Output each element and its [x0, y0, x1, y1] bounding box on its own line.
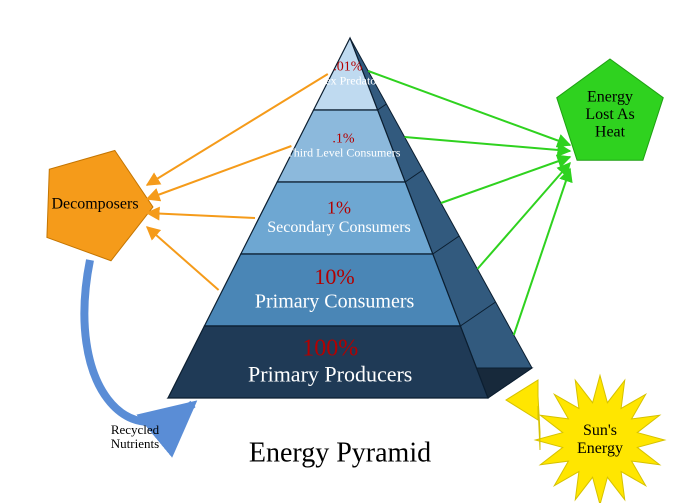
- diagram-title: Energy Pyramid: [249, 437, 431, 468]
- level-percent-0: .01%: [333, 60, 363, 75]
- level-label-0: Apex Predators: [311, 74, 386, 88]
- arrow-to-heat-3: [477, 163, 570, 269]
- arrow-sun-to-producers: [506, 380, 540, 450]
- level-label-2: Secondary Consumers: [267, 219, 411, 236]
- recycled-nutrients-label: RecycledNutrients: [111, 422, 160, 451]
- decomposers-label: Decomposers: [51, 196, 138, 213]
- arrow-to-heat-2: [441, 157, 570, 203]
- level-percent-1: .1%: [332, 132, 355, 147]
- level-label-1: Third Level Consumers: [286, 146, 400, 160]
- level-label-3: Primary Consumers: [255, 291, 415, 313]
- level-percent-3: 10%: [314, 264, 354, 289]
- level-percent-2: 1%: [327, 197, 351, 217]
- energy-pyramid-diagram: .01%Apex Predators .1%Third Level Consume…: [0, 0, 700, 503]
- level-percent-4: 100%: [302, 335, 358, 361]
- arrow-to-decomposers-2: [147, 213, 255, 218]
- level-label-4: Primary Producers: [248, 361, 412, 386]
- pyramid-level-2: [241, 182, 433, 254]
- sun-label: Sun'sEnergy: [577, 422, 623, 457]
- arrow-to-heat-1: [405, 137, 570, 151]
- arrow-to-decomposers-3: [147, 227, 219, 290]
